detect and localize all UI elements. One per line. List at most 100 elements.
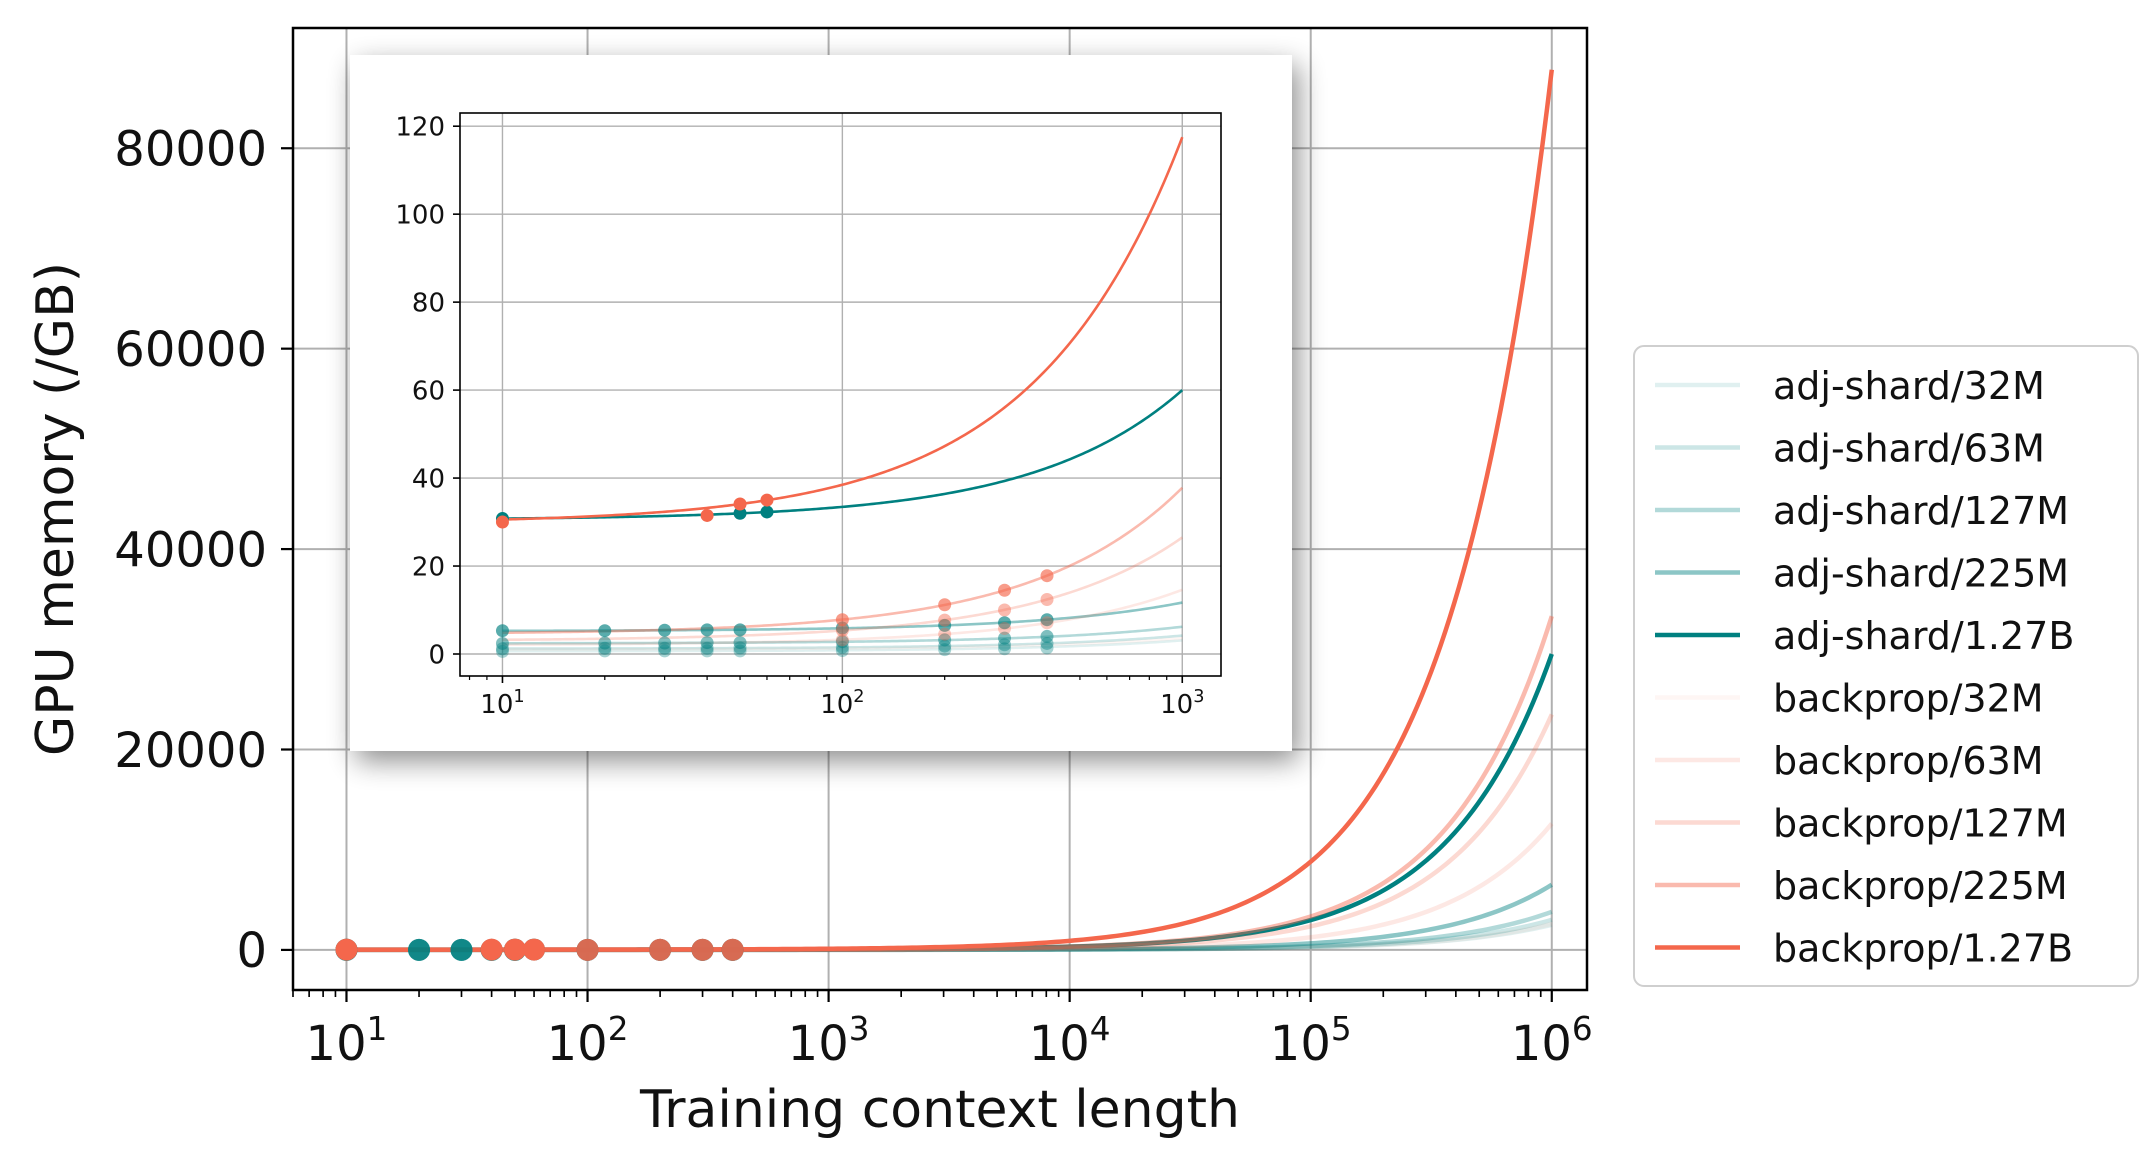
main-data-point	[450, 938, 473, 961]
inset-y-tick-label: 120	[395, 113, 445, 143]
inset-data-point	[495, 636, 509, 650]
inset-x-tick-labels: 101 102 103	[480, 687, 1204, 720]
legend-item: backprop/32M	[1655, 677, 2044, 721]
inset-x-tick-label: 102	[820, 687, 864, 720]
inset-y-tick-label: 100	[395, 201, 445, 231]
main-ticks	[281, 147, 1553, 1002]
inset-data-point	[658, 623, 672, 637]
main-data-point	[721, 938, 744, 961]
inset-series-line	[502, 636, 1183, 651]
inset-data-point	[1040, 629, 1054, 643]
inset-data-point	[1040, 641, 1054, 655]
legend: adj-shard/32M adj-shard/63M adj-shard/127M…	[1633, 345, 2139, 987]
main-y-tick-label: 40000	[114, 522, 267, 578]
legend-label: backprop/225M	[1773, 864, 2068, 908]
inset-ticks	[453, 125, 1184, 683]
legend-label: adj-shard/1.27B	[1773, 614, 2074, 658]
main-data-point	[649, 938, 672, 961]
legend-label: adj-shard/63M	[1773, 427, 2045, 471]
inset-data-point	[835, 633, 849, 647]
main-y-tick-label: 80000	[114, 122, 267, 178]
inset-y-tick-label: 0	[428, 640, 445, 670]
inset-y-tick-label: 80	[412, 288, 445, 318]
main-data-points	[335, 938, 744, 961]
inset-data-point	[1040, 592, 1054, 606]
inset-data-points	[495, 493, 1054, 658]
inset-data-point	[760, 505, 774, 519]
main-series-line	[346, 69, 1555, 952]
main-y-tick-labels: 0 20000 40000 60000 80000	[114, 122, 267, 980]
inset-series-line	[502, 389, 1184, 520]
main-y-tick-label: 60000	[114, 322, 267, 378]
y-axis-label: GPU memory (/GB)	[26, 262, 86, 756]
legend-item: adj-shard/225M	[1655, 552, 2069, 596]
legend-item: adj-shard/127M	[1655, 489, 2069, 533]
inset-data-point	[998, 631, 1012, 645]
inset-data-point	[998, 616, 1012, 630]
main-x-tick-label: 105	[1270, 1010, 1352, 1072]
inset-grid	[460, 113, 1221, 676]
legend-item: backprop/1.27B	[1655, 927, 2073, 971]
main-y-tick-label: 0	[236, 923, 267, 979]
main-x-tick-labels: 101 102 103 104 105 106	[306, 1010, 1593, 1072]
inset-y-tick-label: 60	[412, 376, 445, 406]
inset-data-point	[835, 635, 849, 649]
inset-data-point	[700, 623, 714, 637]
inset-data-point	[598, 624, 612, 638]
inset-series-line	[502, 639, 1183, 653]
inset-series-line	[502, 136, 1184, 521]
inset-data-point	[658, 636, 672, 650]
main-data-point	[691, 938, 714, 961]
main-x-tick-label: 103	[788, 1010, 870, 1072]
main-x-tick-label: 102	[547, 1010, 629, 1072]
inset-data-point	[598, 636, 612, 650]
legend-label: backprop/32M	[1773, 677, 2044, 721]
main-data-point	[523, 938, 546, 961]
inset-x-tick-label: 103	[1160, 687, 1204, 720]
legend-item: adj-shard/63M	[1655, 427, 2045, 471]
inset-panel: 101 102 103 0 20 40 60 80 100 120	[350, 55, 1292, 751]
legend-item: adj-shard/1.27B	[1655, 614, 2074, 658]
inset-data-point	[938, 643, 952, 657]
main-y-tick-label: 20000	[114, 723, 267, 779]
inset-data-point	[1040, 613, 1054, 627]
legend-item: backprop/127M	[1655, 802, 2068, 846]
legend-item: adj-shard/32M	[1655, 364, 2045, 408]
inset-x-tick-label: 101	[480, 687, 524, 720]
inset-data-point	[733, 506, 747, 520]
legend-box	[1633, 345, 2139, 987]
inset-data-point	[733, 636, 747, 650]
inset-data-point	[733, 623, 747, 637]
inset-data-point	[998, 583, 1012, 597]
inset-data-point	[835, 613, 849, 627]
main-x-tick-label: 104	[1029, 1010, 1111, 1072]
inset-y-tick-label: 40	[412, 464, 445, 494]
inset-data-point	[998, 642, 1012, 656]
inset-data-point	[495, 515, 509, 529]
inset-data-point	[998, 621, 1012, 635]
inset-data-point	[938, 633, 952, 647]
main-data-point	[335, 938, 358, 961]
inset-data-point	[1040, 569, 1054, 583]
main-data-point	[480, 938, 503, 961]
inset-data-point	[700, 508, 714, 522]
inset-data-point	[938, 598, 952, 612]
inset-data-point	[938, 613, 952, 627]
main-data-point	[576, 938, 599, 961]
inset-data-point	[733, 497, 747, 511]
legend-label: adj-shard/32M	[1773, 364, 2045, 408]
legend-label: backprop/127M	[1773, 802, 2068, 846]
legend-label: backprop/1.27B	[1773, 927, 2073, 971]
main-axes-frame	[291, 26, 1589, 992]
inset-data-point	[938, 618, 952, 632]
legend-label: adj-shard/225M	[1773, 552, 2069, 596]
inset-data-point	[998, 603, 1012, 617]
main-x-tick-label: 106	[1511, 1010, 1593, 1072]
x-axis-label: Training context length	[639, 1080, 1240, 1140]
inset-data-point	[835, 623, 849, 637]
inset-axes-frame	[459, 112, 1222, 677]
main-data-point	[408, 938, 431, 961]
main-data-point	[503, 938, 526, 961]
main-series-lines	[346, 69, 1555, 953]
